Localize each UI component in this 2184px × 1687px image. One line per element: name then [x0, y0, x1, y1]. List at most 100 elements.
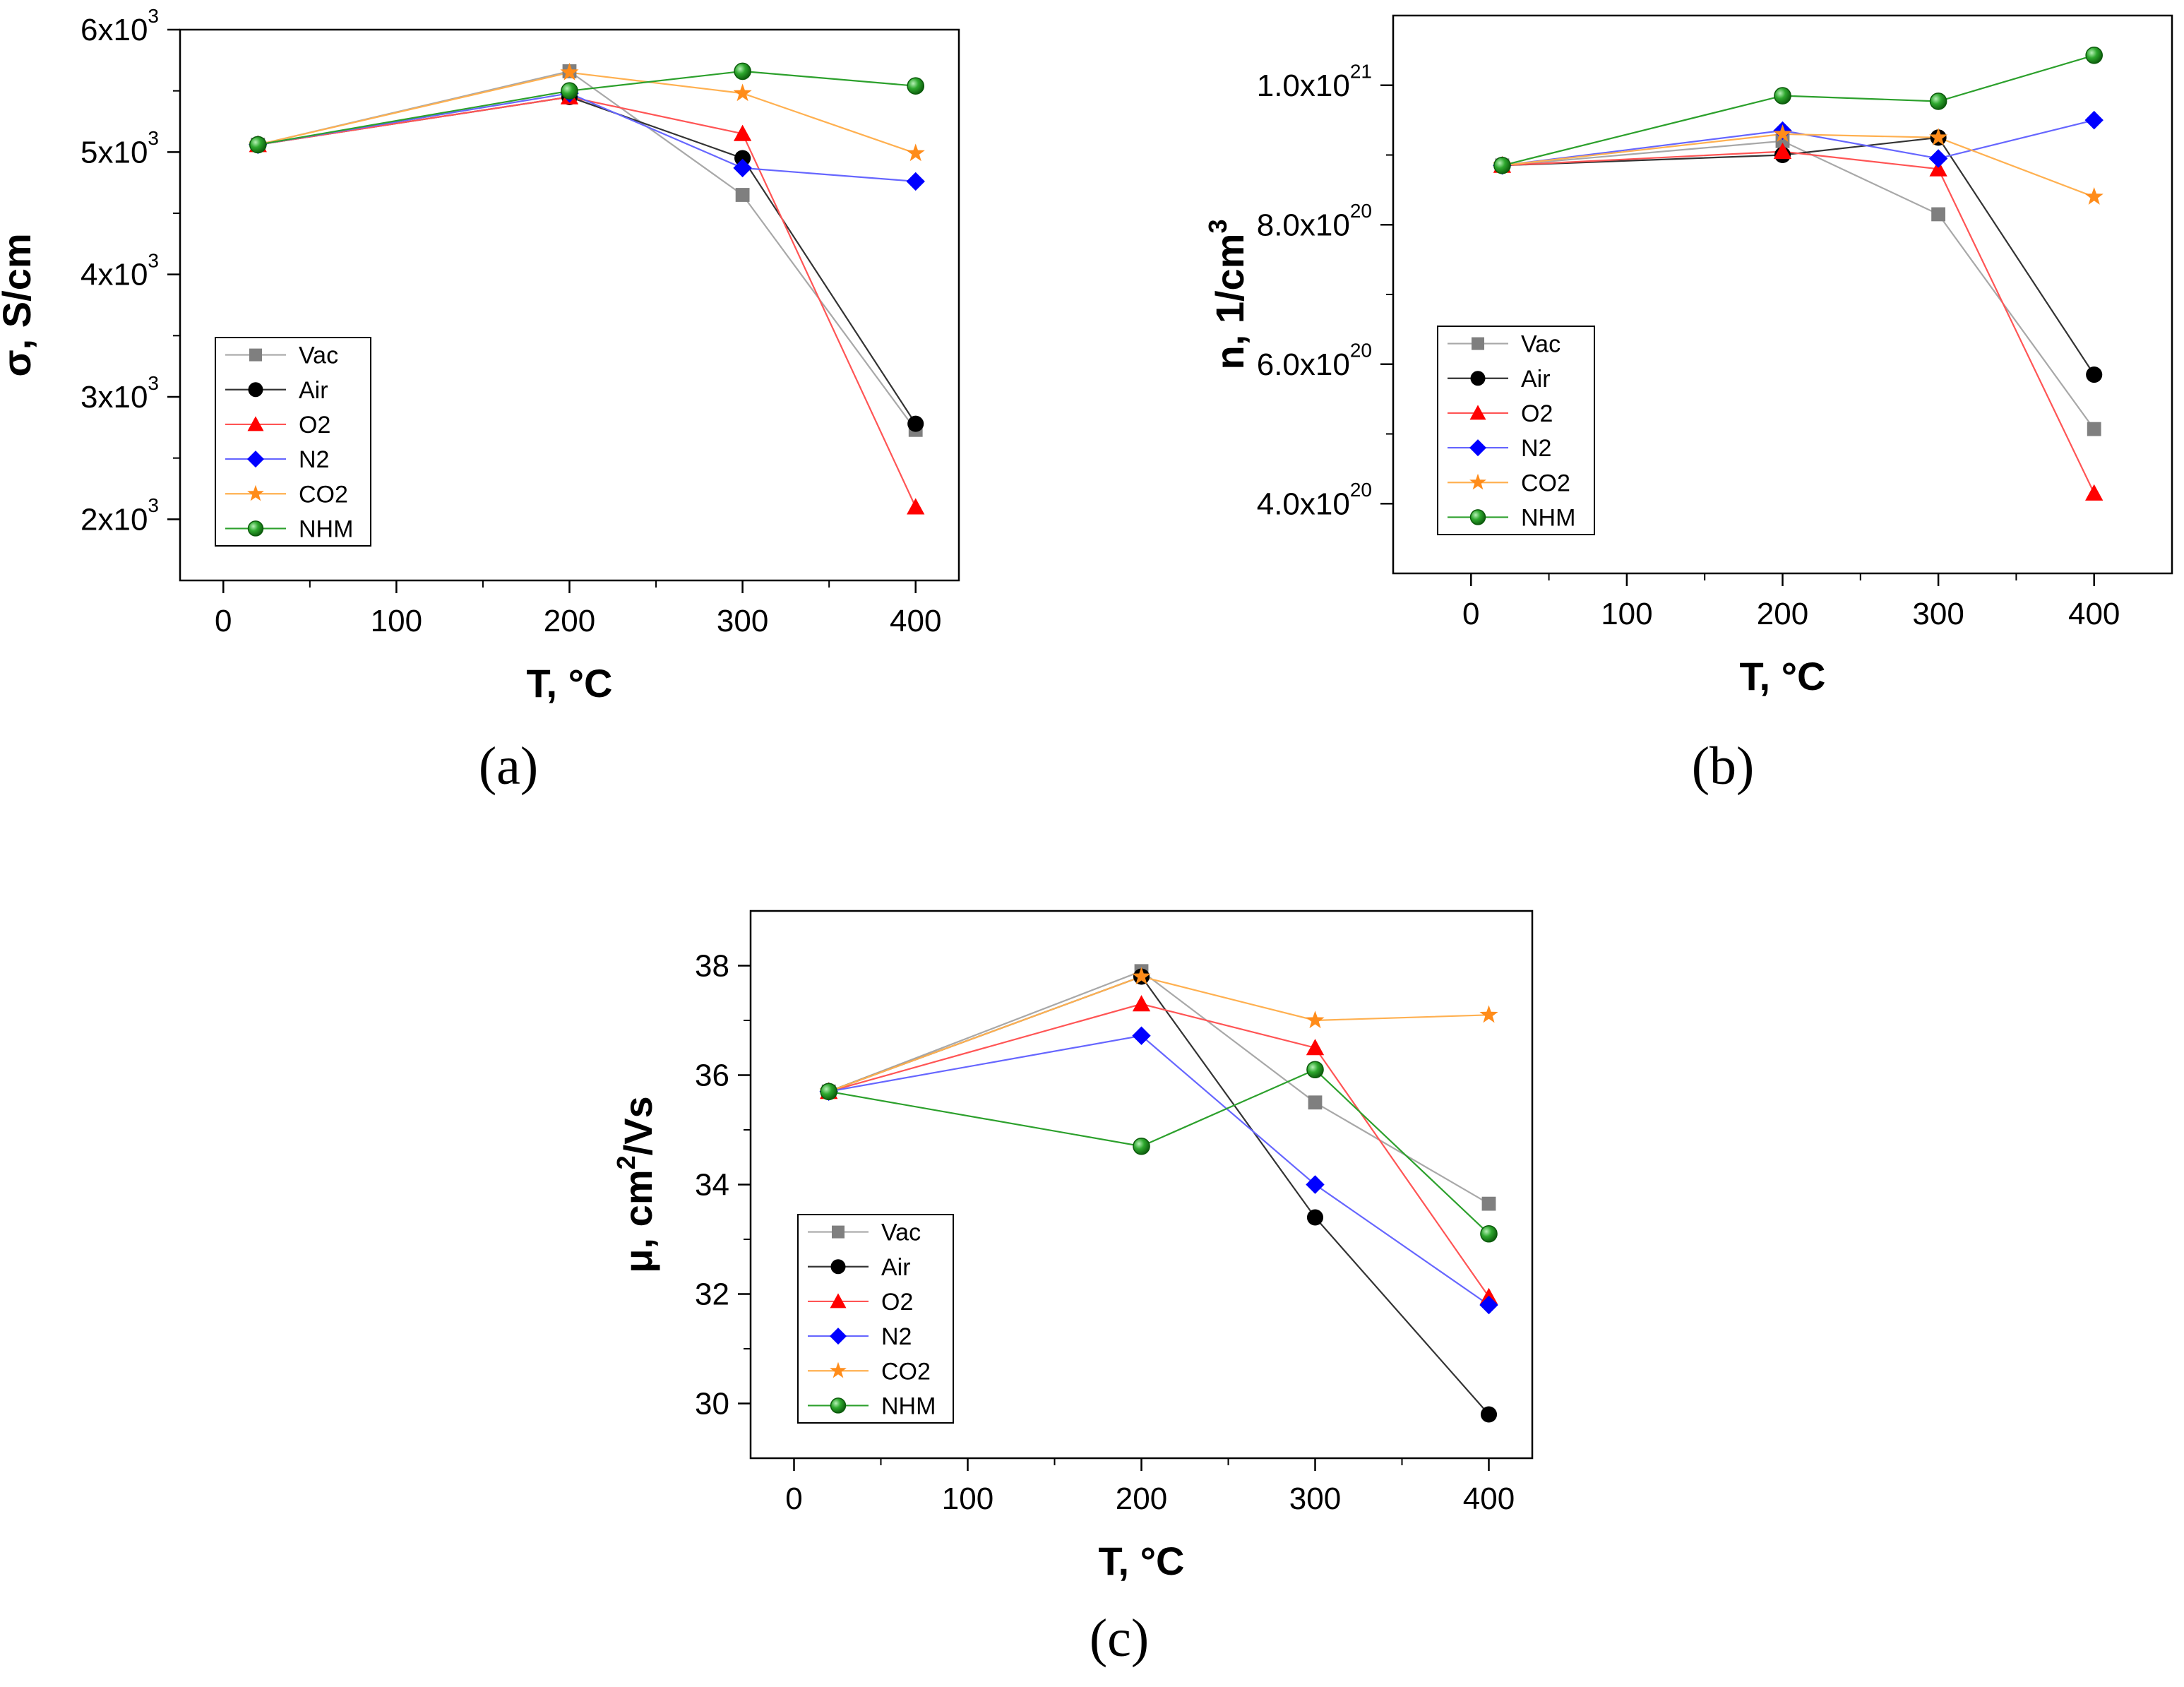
y-tick-label-base: 5x10	[80, 135, 148, 169]
y-axis-title-exp: 3	[1203, 220, 1232, 234]
data-point-nhm	[249, 136, 267, 154]
y-tick-label: 4x103	[80, 249, 159, 292]
data-point-nhm	[1480, 1224, 1498, 1243]
legend-label-co2: CO2	[1521, 470, 1570, 496]
y-tick-label-base: 6x10	[80, 13, 148, 47]
legend-marker-vac	[1472, 337, 1484, 350]
y-tick-label: 30	[695, 1387, 729, 1421]
legend-marker-n2	[1469, 439, 1486, 457]
data-point-nhm	[1306, 1061, 1324, 1079]
panel-caption: (c)	[1090, 1609, 1149, 1668]
data-point-co2	[2084, 187, 2104, 205]
data-point-nhm	[2085, 46, 2103, 64]
data-point-co2	[1306, 1011, 1325, 1029]
y-axis-title: σ, S/cm	[0, 233, 39, 376]
data-point-vac	[1308, 1095, 1323, 1110]
data-point-vac	[1931, 207, 1945, 222]
x-tick-label: 0	[785, 1482, 802, 1516]
y-tick-label: 6x103	[80, 5, 159, 47]
x-tick-label: 200	[544, 604, 595, 638]
legend-box	[797, 1214, 954, 1424]
y-tick-label-base: 3x10	[80, 380, 148, 415]
x-tick-label: 200	[1757, 597, 1808, 631]
legend-box	[215, 337, 371, 547]
x-tick-label: 400	[1463, 1482, 1515, 1516]
x-tick-label: 300	[1912, 597, 1964, 631]
y-tick-label: 6.0x1020	[1257, 340, 1372, 382]
y-axis-title-base: n, 1/cm	[1207, 234, 1252, 370]
legend-marker-o2	[830, 1293, 847, 1309]
data-point-nhm	[561, 82, 578, 100]
y-axis-title-base: σ, S/cm	[0, 233, 39, 376]
legend-label-nhm: NHM	[299, 515, 353, 542]
data-point-o2	[1306, 1039, 1325, 1056]
legend-label-n2: N2	[299, 446, 329, 473]
series-line-n2	[828, 1035, 1490, 1306]
x-tick-label: 300	[717, 604, 768, 638]
y-tick-label-exp: 3	[148, 127, 159, 149]
x-tick-label: 400	[890, 604, 941, 638]
panel-a-chart: 0 100 200 300 4002x1033x1034x1035x1036x103T,…	[0, 5, 960, 796]
x-tick-label: 100	[942, 1482, 993, 1516]
y-tick-label-base: 4.0x10	[1257, 487, 1350, 521]
y-tick-label: 4.0x1020	[1257, 479, 1372, 521]
series-line-co2	[1502, 133, 2095, 198]
y-axis-title-tail: /Vs	[616, 1096, 660, 1155]
legend-marker-air	[248, 382, 263, 398]
y-tick-label: 8.0x1020	[1257, 200, 1372, 242]
y-tick-label-base: 4x10	[80, 258, 148, 292]
y-tick-label: 32	[695, 1277, 729, 1312]
series-line-vac	[828, 970, 1490, 1205]
x-tick-label: 0	[1462, 597, 1479, 631]
y-axis-title-group: μ, cm2/Vs	[611, 1096, 660, 1272]
data-point-air	[1306, 1209, 1324, 1226]
y-tick-label-exp: 3	[148, 5, 159, 27]
y-axis-title: μ, cm2/Vs	[611, 1096, 660, 1272]
series-line-n2	[1502, 119, 2094, 167]
data-point-o2	[2085, 484, 2104, 501]
legend-label-n2: N2	[1521, 435, 1551, 462]
data-point-air	[907, 415, 924, 432]
legend-marker-nhm	[830, 1397, 847, 1414]
y-tick-label-base: 2x10	[80, 502, 148, 537]
legend-marker-co2	[1469, 473, 1486, 490]
series-line-co2	[828, 975, 1489, 1092]
y-tick-label-exp: 3	[148, 249, 159, 271]
legend-label-o2: O2	[299, 412, 330, 439]
y-tick-label-base: 6.0x10	[1257, 347, 1350, 382]
legend-marker-vac	[249, 348, 262, 362]
data-point-n2	[1928, 149, 1948, 168]
data-point-n2	[1132, 1026, 1151, 1045]
y-tick-label-exp: 21	[1350, 61, 1372, 83]
x-tick-label: 0	[215, 604, 232, 638]
series-line-nhm	[1502, 54, 2095, 167]
y-tick-label-base: 8.0x10	[1257, 208, 1350, 242]
legend-label-o2: O2	[1521, 400, 1553, 427]
legend-label-air: Air	[299, 377, 328, 404]
data-point-nhm	[1774, 87, 1791, 105]
data-point-n2	[1306, 1175, 1325, 1194]
x-tick-label: 300	[1289, 1482, 1341, 1516]
series-line-o2	[1502, 150, 2095, 494]
series-line-o2	[828, 1003, 1490, 1298]
legend-label-n2: N2	[881, 1323, 912, 1350]
legend-box	[1437, 326, 1595, 535]
data-point-co2	[1132, 967, 1151, 985]
legend-label-o2: O2	[881, 1289, 913, 1316]
legend-label-vac: Vac	[299, 342, 338, 369]
legend-marker-n2	[830, 1328, 847, 1345]
x-tick-label: 100	[371, 604, 422, 638]
legend-label-nhm: NHM	[1521, 504, 1575, 531]
y-axis-title-base: μ, cm	[616, 1169, 660, 1272]
data-point-n2	[733, 158, 752, 178]
data-point-nhm	[820, 1083, 837, 1101]
x-axis-title: T, °C	[527, 661, 613, 705]
legend-marker-co2	[830, 1361, 847, 1378]
y-axis-title-exp: 2	[611, 1155, 640, 1169]
series-line-nhm	[828, 1068, 1490, 1235]
y-tick-label: 3x103	[80, 372, 159, 415]
legend-marker-n2	[247, 451, 264, 468]
data-point-vac	[2087, 422, 2101, 436]
data-point-n2	[906, 172, 925, 191]
data-point-o2	[1929, 160, 1947, 177]
